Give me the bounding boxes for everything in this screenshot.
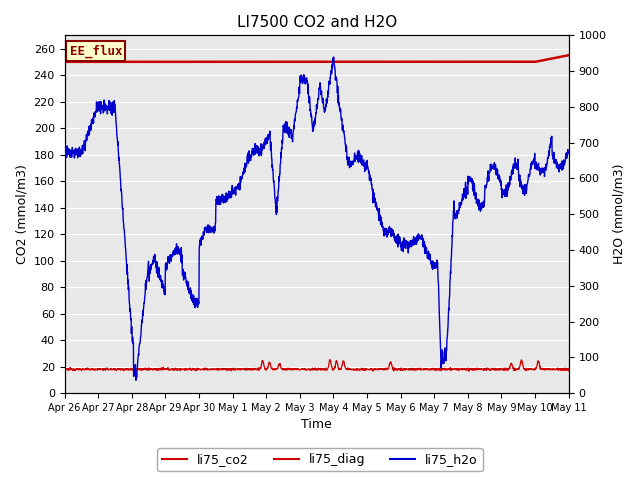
li75_h2o [330, 54, 337, 60]
li75_h2o [292, 104, 300, 110]
li75_diag [565, 52, 573, 58]
li75_h2o [551, 156, 559, 162]
Line: li75_co2: li75_co2 [65, 360, 569, 371]
li75_diag [306, 59, 314, 65]
li75_diag [550, 55, 557, 61]
li75_co2 [465, 368, 473, 374]
Legend: li75_co2, li75_diag, li75_h2o: li75_co2, li75_diag, li75_h2o [157, 448, 483, 471]
li75_diag [61, 59, 68, 65]
li75_co2 [458, 366, 466, 372]
li75_h2o [550, 158, 558, 164]
li75_diag [550, 55, 558, 61]
li75_co2 [306, 367, 314, 372]
Line: li75_h2o: li75_h2o [65, 57, 569, 380]
Y-axis label: CO2 (mmol/m3): CO2 (mmol/m3) [15, 164, 28, 264]
Line: li75_diag: li75_diag [65, 55, 569, 62]
Y-axis label: H2O (mmol/m3): H2O (mmol/m3) [612, 164, 625, 264]
li75_co2 [61, 367, 68, 372]
Text: EE_flux: EE_flux [70, 44, 122, 58]
li75_diag [458, 59, 465, 65]
li75_co2 [326, 357, 333, 362]
li75_diag [86, 59, 94, 65]
li75_diag [292, 59, 300, 65]
li75_h2o [565, 148, 573, 154]
Title: LI7500 CO2 and H2O: LI7500 CO2 and H2O [237, 15, 397, 30]
li75_co2 [86, 366, 94, 372]
li75_h2o [458, 198, 466, 204]
li75_h2o [306, 100, 314, 106]
li75_co2 [565, 365, 573, 371]
li75_h2o [86, 124, 94, 130]
li75_co2 [551, 367, 559, 372]
li75_co2 [292, 367, 300, 372]
X-axis label: Time: Time [301, 419, 332, 432]
li75_co2 [550, 366, 558, 372]
li75_h2o [132, 377, 140, 383]
li75_h2o [61, 152, 68, 157]
